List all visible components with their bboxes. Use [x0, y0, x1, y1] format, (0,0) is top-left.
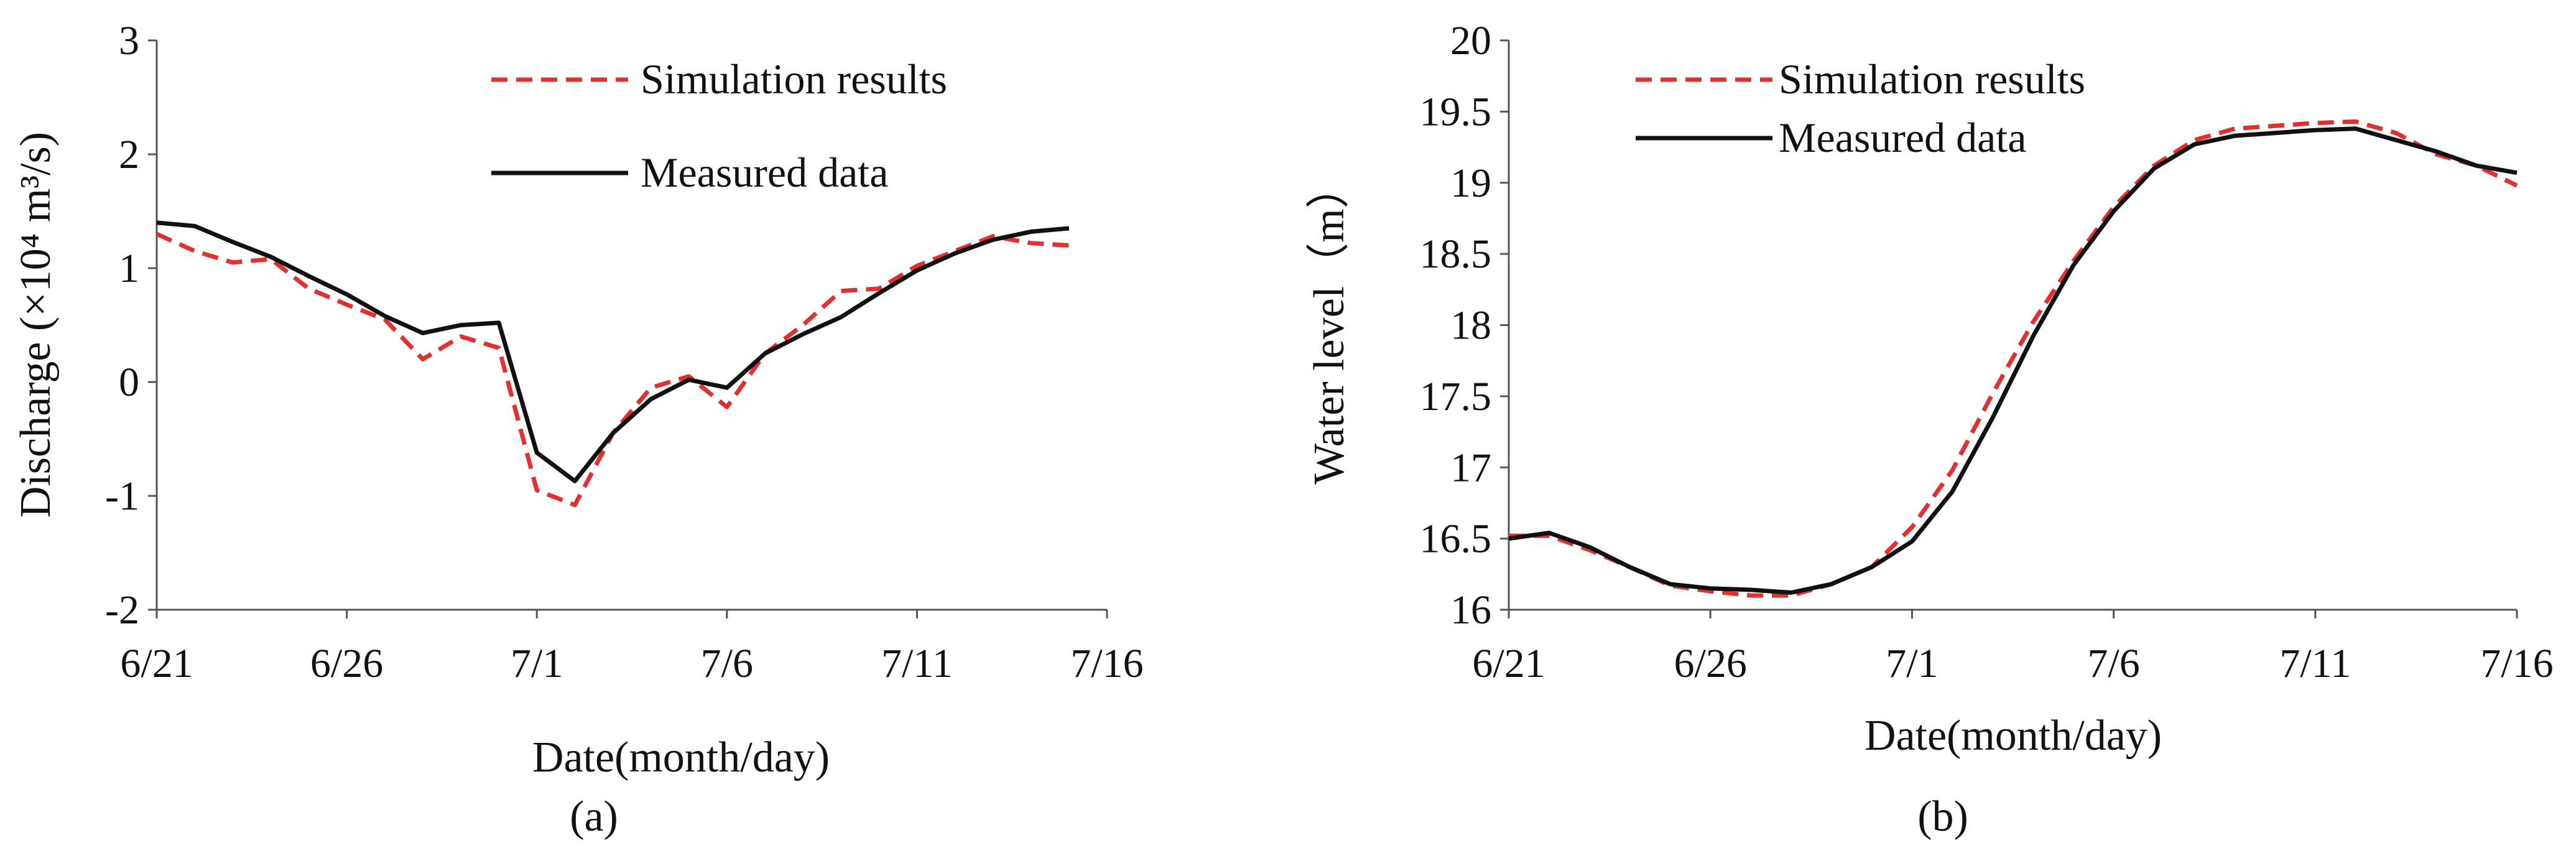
y-tick-label: 16 — [1450, 587, 1491, 633]
panel-label: (b) — [1917, 793, 1968, 841]
legend-label: Simulation results — [1779, 55, 2085, 103]
x-tick-label: 6/21 — [1472, 641, 1545, 686]
panel-label: (a) — [570, 793, 618, 841]
measured-series-line — [1508, 126, 2518, 595]
y-tick-label: 0 — [119, 360, 139, 405]
y-tick-label: 18.5 — [1420, 231, 1492, 277]
y-tick-label: 3 — [119, 18, 139, 63]
x-tick-label: 7/16 — [1070, 641, 1143, 686]
legend-label: Simulation results — [641, 55, 947, 103]
y-tick-label: 17.5 — [1420, 374, 1492, 419]
y-axis-title: Discharge (×10⁴ m³/s) — [12, 132, 60, 518]
y-tick-label: 17 — [1450, 445, 1491, 490]
x-tick-label: 6/26 — [1674, 641, 1747, 686]
simulation-series-line — [155, 231, 1070, 508]
y-tick-label: 18 — [1450, 303, 1491, 348]
y-axis-title: Water level（m） — [1305, 165, 1353, 484]
x-tick-label: 6/26 — [310, 641, 383, 686]
x-tick-label: 7/6 — [701, 641, 753, 686]
y-tick-label: 1 — [119, 246, 139, 291]
x-tick-label: 7/1 — [1886, 641, 1938, 686]
x-tick-label: 6/21 — [120, 641, 193, 686]
x-tick-label: 7/11 — [881, 641, 953, 686]
chart-panel-b: 16 16.5 17 17.5 18 18.5 19 19.5 20 6/21 6/26 7/1 7/6… — [1305, 18, 2554, 841]
x-tick-label: 7/6 — [2087, 641, 2139, 686]
legend-label: Measured data — [641, 149, 888, 196]
x-axis-title: Date(month/day) — [532, 734, 830, 781]
chart-panel-a: -2 -1 0 1 2 3 6/21 6/26 7/1 7/6 7/11 7/16 Date(month… — [12, 18, 1144, 841]
y-tick-label: 2 — [119, 132, 139, 177]
simulation-series-line — [1509, 119, 2518, 598]
y-tick-label: 19.5 — [1420, 89, 1492, 134]
y-tick-label: 20 — [1450, 18, 1491, 63]
y-tick-label: -1 — [105, 473, 139, 519]
x-tick-label: 7/16 — [2480, 641, 2553, 686]
measured-series-line — [156, 220, 1070, 483]
x-tick-label: 7/1 — [511, 641, 563, 686]
y-tick-label: -2 — [105, 587, 139, 633]
y-tick-label: 16.5 — [1420, 516, 1492, 562]
x-axis-title: Date(month/day) — [1865, 712, 2162, 760]
x-tick-label: 7/11 — [2279, 641, 2351, 686]
y-tick-label: 19 — [1450, 161, 1491, 206]
legend-label: Measured data — [1779, 114, 2026, 161]
